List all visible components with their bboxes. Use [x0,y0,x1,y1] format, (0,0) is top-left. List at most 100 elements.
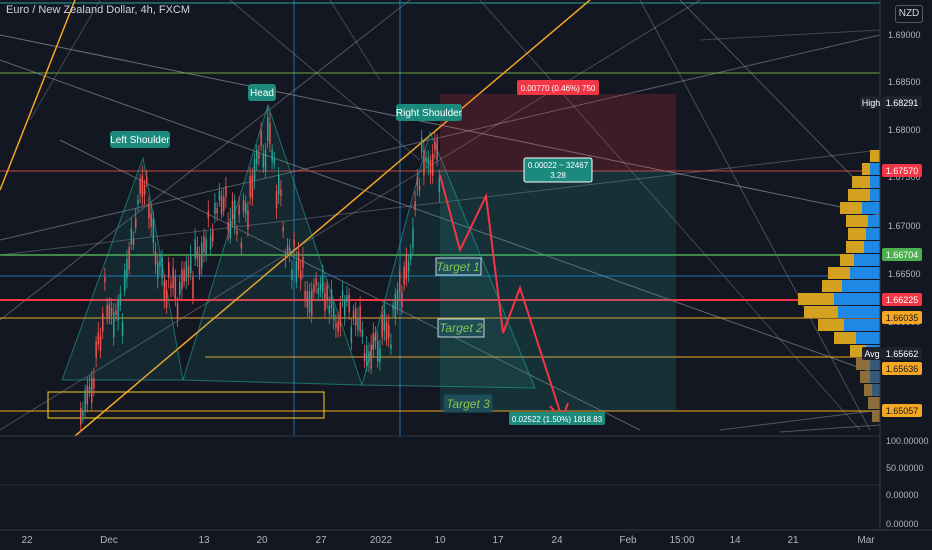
candle [93,367,95,397]
price-tag: 1.65662 [882,347,922,360]
candle [187,256,190,286]
head-label[interactable]: Head [248,84,276,101]
time-tick-label: 2022 [370,535,393,546]
candle [258,145,260,166]
candle [86,377,89,413]
time-tick-label: Dec [100,535,118,546]
candle [102,306,104,340]
candle [295,250,298,289]
price-tag: 1.66035 [882,311,922,324]
svg-text:1.65636: 1.65636 [886,364,919,374]
price-tick-label: 1.67000 [888,221,921,231]
candle [121,313,124,344]
candle [350,317,353,351]
candle [117,294,119,331]
candle [264,142,267,178]
target-2-label[interactable]: Target 2 [437,318,485,338]
candle [381,305,383,346]
reward-amount-label[interactable]: 0.02522 (1.50%) 1818.83 [509,412,605,425]
candle [328,296,331,325]
candle [418,177,421,197]
candle [234,194,236,235]
candle [416,168,419,196]
volume-tick-label: 50.00000 [886,463,924,473]
price-tag: 1.67570 [882,164,922,177]
risk-amount-label[interactable]: 0.00770 (0.46%) 750 [517,80,599,95]
volume-tick-label: 100.00000 [886,436,929,446]
svg-text:High: High [862,98,881,108]
time-scale[interactable]: 22 Dec 13 20 27 2022 10 17 24 Feb 15:00 14 21 Mar [0,529,932,546]
candle [242,193,245,218]
candle [434,131,436,160]
price-tag: 1.65057 [882,404,922,417]
candle [132,231,135,250]
svg-text:3.28: 3.28 [550,171,566,180]
time-tick-label: 17 [492,535,504,546]
candle [429,154,432,185]
candle [297,241,300,278]
target-3-label[interactable]: Target 3 [443,394,493,413]
svg-text:0.00022 ~ 32467: 0.00022 ~ 32467 [528,161,589,170]
price-tag: 1.66225 [882,293,922,306]
candle [352,304,355,325]
candle [240,237,243,255]
candle [225,176,227,208]
svg-text:Left Shoulder: Left Shoulder [110,135,170,146]
currency-badge[interactable]: NZD [895,5,923,23]
candle [207,200,210,228]
candle [308,283,311,318]
candle [363,345,366,369]
price-tick-label: 1.69000 [888,30,921,40]
candle [394,288,397,326]
candle [163,273,166,309]
time-tick-label: 13 [198,535,210,546]
right-shoulder-label[interactable]: Right Shoulder [396,104,463,121]
candle [396,282,399,315]
svg-text:Avg: Avg [864,349,879,359]
candle [161,249,163,286]
svg-text:0.00770 (0.46%) 750: 0.00770 (0.46%) 750 [521,84,596,93]
price-scale[interactable]: 1.690001.685001.680001.675001.670001.665… [860,0,929,530]
candle [289,238,291,262]
candle [154,242,157,275]
candlestick-series [80,106,441,433]
candle [209,227,212,255]
candle [311,281,313,324]
candle [359,296,361,337]
candle [269,112,271,153]
candle [251,167,254,207]
candle [403,261,405,291]
candle [179,275,181,301]
price-tick-label: 1.68500 [888,77,921,87]
candle [146,169,148,188]
candle [361,321,364,345]
left-shoulder-label[interactable]: Left Shoulder [110,131,170,148]
candle [165,280,168,314]
candle [256,144,258,172]
candle [106,297,108,325]
candle [267,106,269,149]
candle [372,322,375,358]
position-stats-label[interactable]: 0.00022 ~ 32467 3.28 [523,157,593,183]
candle [80,401,82,433]
volume-tick-label: 0.00000 [886,490,919,500]
time-tick-label: 20 [256,535,268,546]
reward-zone [440,171,676,411]
target-1-label[interactable]: Target 1 [435,257,482,276]
candle [374,326,377,350]
symbol-title: Euro / New Zealand Dollar, 4h, FXCM [6,4,191,16]
candle [124,263,126,297]
candle [247,201,249,238]
candle [152,211,155,254]
volume-profile [798,150,880,422]
candle [84,384,86,420]
target-zone-box [47,391,325,419]
candle [438,169,441,204]
svg-text:1.65057: 1.65057 [886,406,919,416]
candle [141,165,144,207]
candle [407,253,410,283]
candle [348,287,350,320]
svg-text:0.02522 (1.50%) 1818.83: 0.02522 (1.50%) 1818.83 [512,415,603,424]
candle [302,246,304,279]
